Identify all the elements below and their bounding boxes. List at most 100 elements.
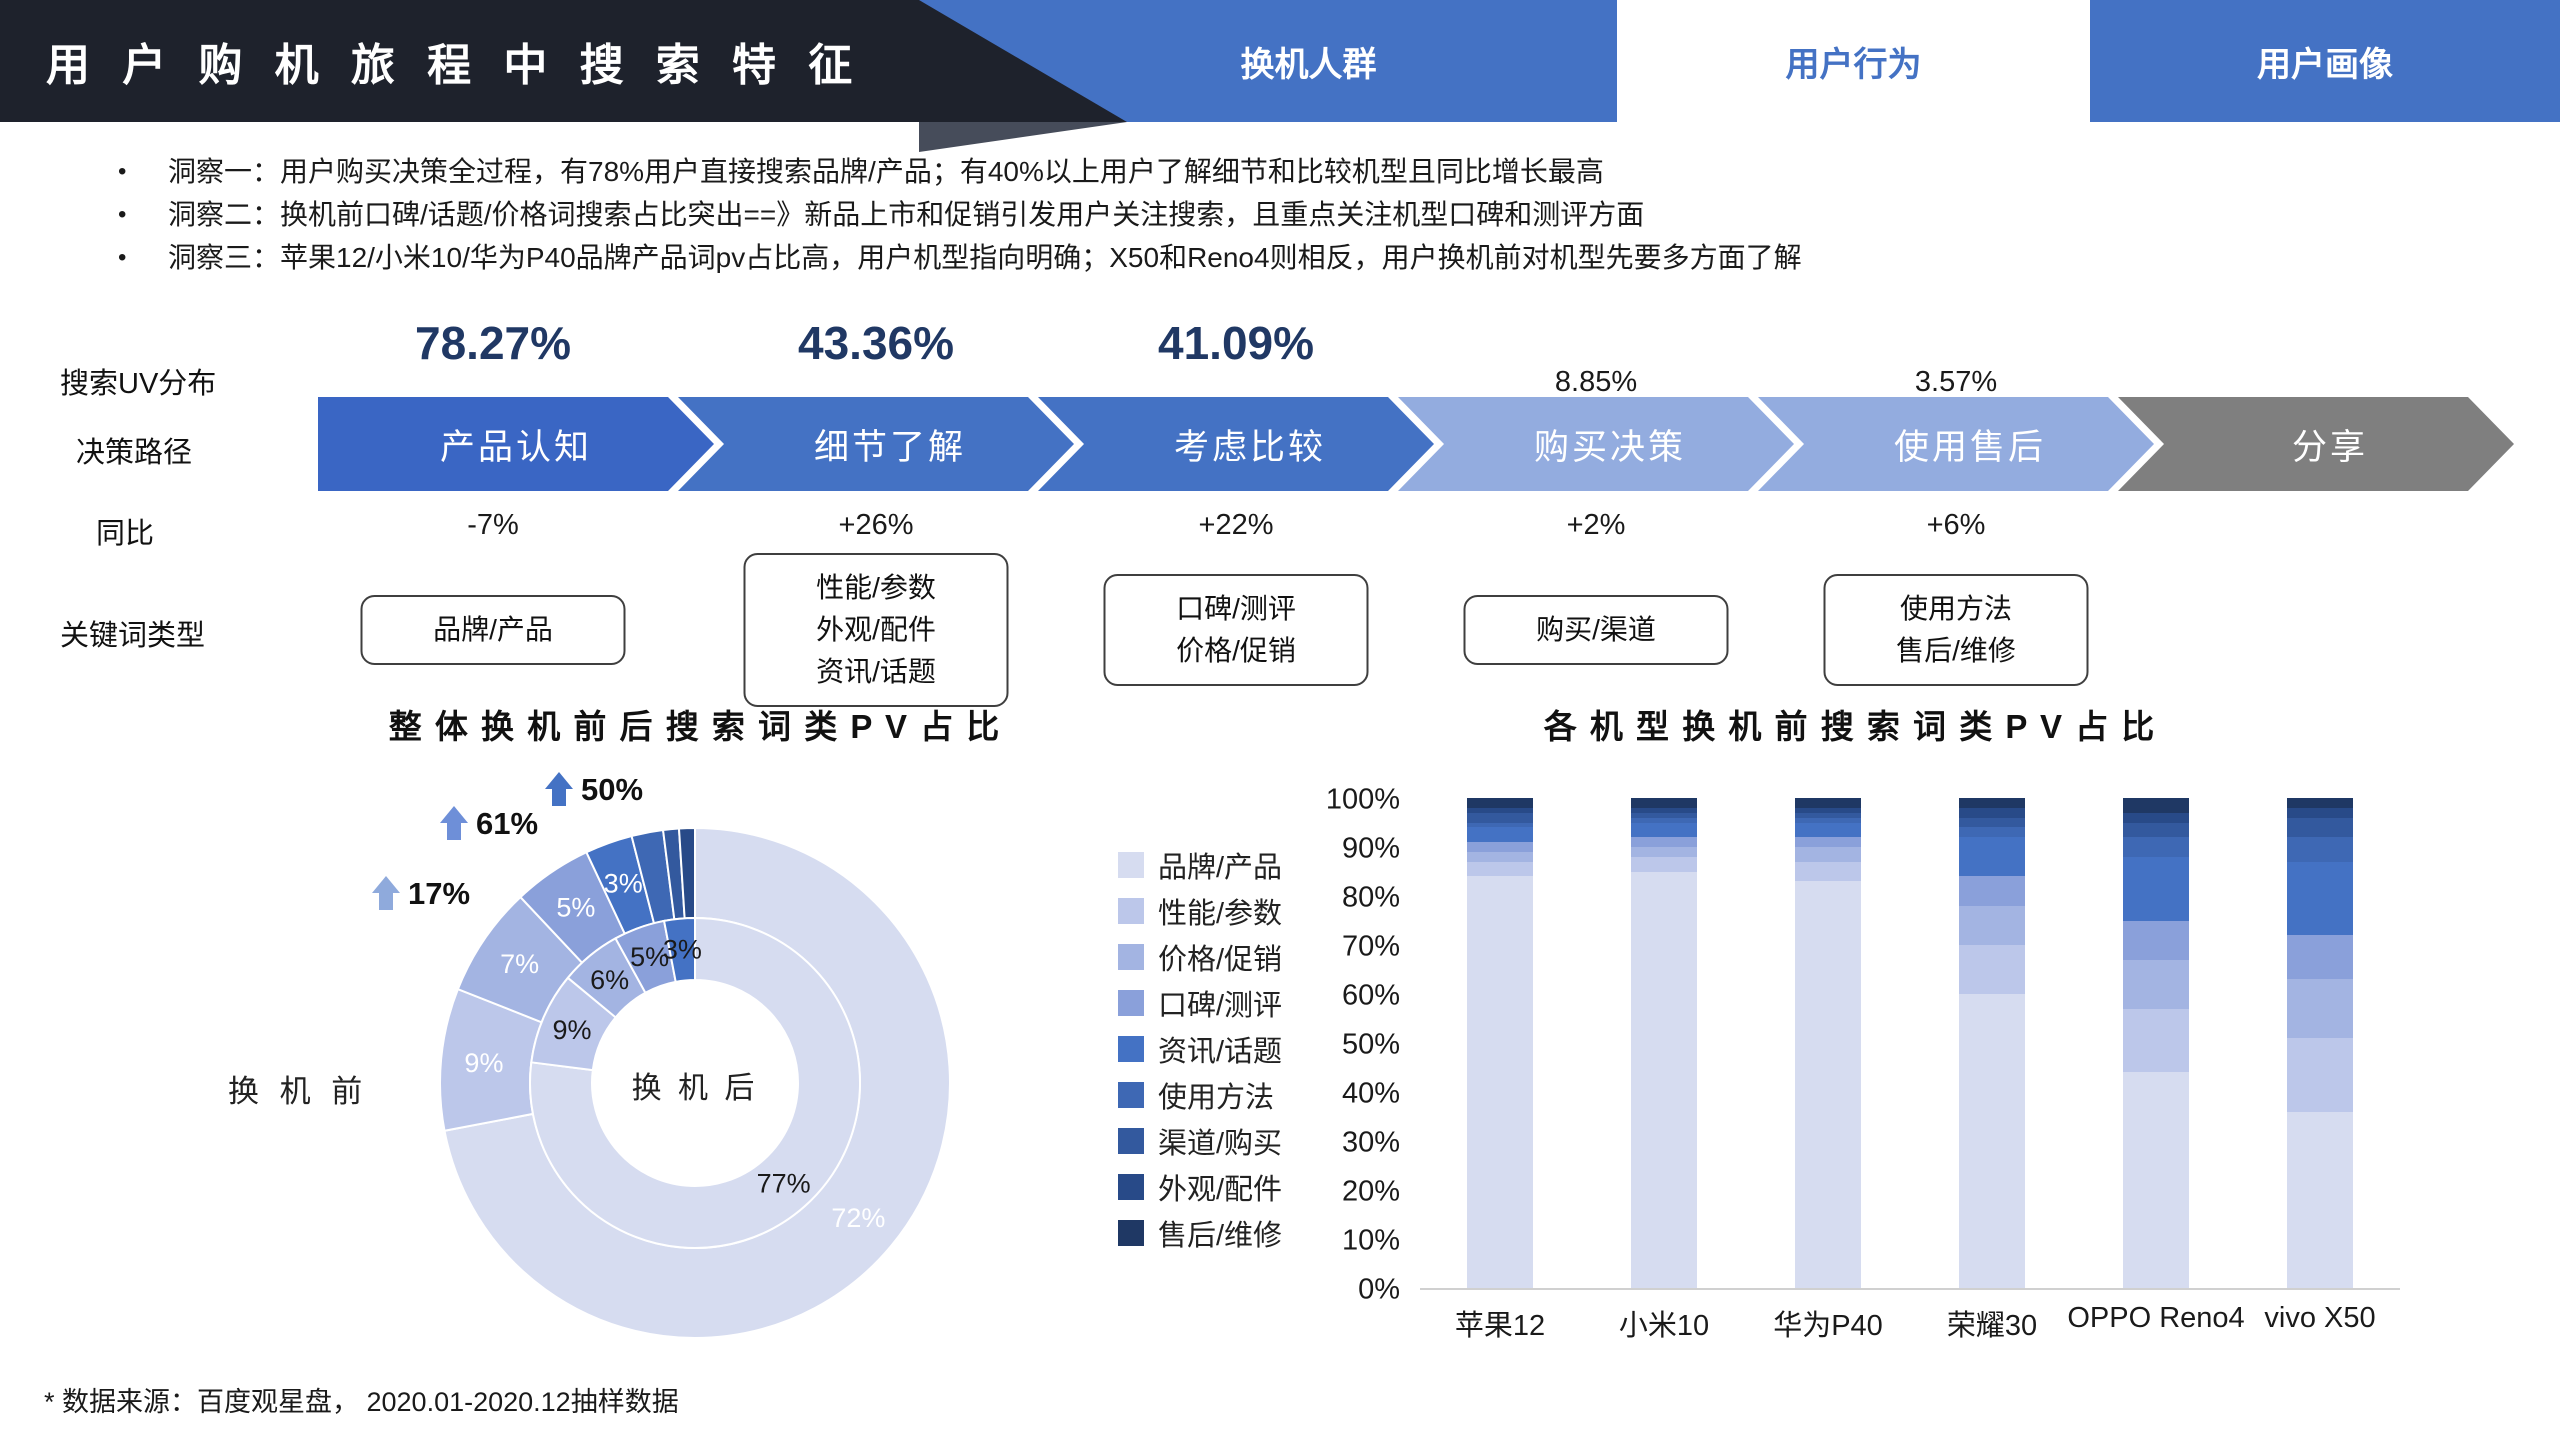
growth-value: 61%: [476, 806, 539, 841]
bar-segment: [1631, 847, 1697, 857]
bar-category-label: OPPO Reno4: [2067, 1302, 2245, 1334]
insight-text: 洞察二：换机前口碑/话题/价格词搜索占比突出==》新品上市和促销引发用户关注搜索…: [168, 199, 1645, 230]
legend-label: 品牌/产品: [1158, 852, 1283, 884]
legend-item-1: 品牌/产品: [1118, 842, 1282, 888]
legend-swatch-icon: [1118, 944, 1144, 970]
keyword-line: 价格/促销: [1176, 635, 1296, 666]
bar-segment: [1795, 817, 1861, 823]
bar-segment: [1959, 798, 2025, 808]
y-axis-tick: 50%: [1341, 1028, 1400, 1061]
yoy-value: +6%: [1926, 509, 1986, 541]
keyword-line: 性能/参数: [816, 572, 936, 603]
keyword-type-box: 口碑/测评 价格/促销: [1103, 574, 1369, 686]
insights-list: • 洞察一：用户购买决策全过程，有78%用户直接搜索品牌/产品；有40%以上用户了…: [118, 150, 1802, 279]
yoy-value: +2%: [1566, 509, 1626, 541]
bar-segment: [1959, 945, 2025, 994]
bar-segment: [1631, 798, 1697, 808]
data-source-note: * 数据来源：百度观星盘， 2020.01-2020.12抽样数据: [44, 1387, 679, 1417]
uv-share-value: 8.85%: [1554, 366, 1638, 398]
uv-share-value: 78.27%: [414, 317, 572, 369]
keyword-type-box: 使用方法 售后/维修: [1823, 574, 2089, 686]
legend-label: 售后/维修: [1158, 1220, 1283, 1252]
svg-text:3%: 3%: [604, 869, 643, 899]
y-axis-tick: 30%: [1341, 1126, 1400, 1159]
bar-segment: [2287, 935, 2353, 980]
header-fold-decoration: [919, 122, 1127, 152]
bar-segment: [2123, 822, 2189, 838]
growth-label: 50%: [545, 772, 643, 808]
bar-segment: [1631, 871, 1697, 1288]
journey-stage-5: 使用售后: [1758, 397, 2154, 491]
insight-item-2: • 洞察二：换机前口碑/话题/价格词搜索占比突出==》新品上市和促销引发用户关注搜…: [118, 193, 1802, 236]
insight-item-3: • 洞察三：苹果12/小米10/华为P40品牌产品词pv占比高，用户机型指向明确；…: [118, 236, 1802, 279]
growth-label: 17%: [372, 876, 470, 912]
legend-swatch-icon: [1118, 852, 1144, 878]
row-label-decision-path: 决策路径: [76, 437, 193, 469]
keyword-type-box: 性能/参数 外观/配件 资讯/话题: [743, 553, 1009, 707]
svg-text:9%: 9%: [553, 1015, 592, 1045]
uv-share-value: 43.36%: [797, 317, 955, 369]
up-arrow-icon: [372, 876, 400, 912]
bar-segment: [1959, 817, 2025, 828]
yoy-value: +22%: [1198, 509, 1274, 541]
tab-user-profile[interactable]: 用户画像: [2090, 0, 2560, 122]
bar-segment: [1795, 847, 1861, 862]
bar-segment: [1631, 837, 1697, 847]
bar-segment: [2287, 1111, 2353, 1288]
donut-center-label: 换 机 后: [631, 1072, 759, 1105]
legend-item-9: 售后/维修: [1118, 1210, 1282, 1256]
page-title: 用 户 购 机 旅 程 中 搜 索 特 征: [46, 41, 863, 90]
y-axis-tick: 70%: [1341, 930, 1400, 963]
y-axis-tick: 20%: [1341, 1175, 1400, 1208]
bullet-icon: •: [118, 158, 127, 185]
bar-category-label: vivo X50: [2264, 1302, 2376, 1334]
row-label-search-uv: 搜索UV分布: [60, 368, 217, 400]
bar-segment: [1795, 807, 1861, 813]
journey-stage-2: 细节了解: [678, 397, 1074, 491]
tab-user-behavior[interactable]: 用户行为: [1617, 0, 2090, 122]
keyword-line: 使用方法: [1899, 593, 2012, 624]
bar-chart-y-axis: 100% 90% 80% 70% 60% 50% 40% 30% 20% 10% 0%: [1270, 784, 1400, 1306]
legend-label: 使用方法: [1158, 1082, 1275, 1114]
legend-swatch-icon: [1118, 1036, 1144, 1062]
bar-segment: [1795, 812, 1861, 818]
bar-category-label: 小米10: [1618, 1310, 1710, 1342]
bar-segment: [1959, 905, 2025, 945]
donut-outer-ring-label: 换 机 前: [228, 1074, 369, 1109]
legend-label: 价格/促销: [1158, 944, 1283, 976]
legend-item-6: 使用方法: [1118, 1072, 1282, 1118]
bar-segment: [2287, 807, 2353, 818]
keyword-type-box: 购买/渠道: [1463, 595, 1729, 665]
bar-segment: [2287, 817, 2353, 838]
bar-segment: [1631, 856, 1697, 872]
header-bar: 用 户 购 机 旅 程 中 搜 索 特 征 换机人群 用户行为 用户画像: [0, 0, 2560, 122]
donut-chart: 72% 9% 7% 5% 3% 77% 9% 6% 5% 3%: [430, 818, 960, 1348]
bar-segment: [2123, 837, 2189, 857]
bar-segment: [1467, 822, 1533, 828]
legend-label: 外观/配件: [1158, 1174, 1283, 1206]
svg-text:5%: 5%: [556, 893, 595, 923]
tab-switch-population[interactable]: 换机人群: [919, 0, 1617, 122]
bar-segment: [1631, 817, 1697, 823]
bar-segment: [2123, 1008, 2189, 1073]
bar-category-label: 荣耀30: [1946, 1310, 2038, 1342]
y-axis-tick: 60%: [1341, 979, 1400, 1012]
journey-stage-6: 分享: [2118, 397, 2514, 491]
svg-text:3%: 3%: [663, 935, 702, 965]
row-label-yoy: 同比: [96, 518, 155, 550]
y-axis-tick: 0%: [1358, 1273, 1400, 1306]
bar-chart-title: 各 机 型 换 机 前 搜 索 词 类 P V 占 比: [1543, 708, 2157, 745]
legend-label: 口碑/测评: [1158, 990, 1283, 1022]
y-axis-tick: 100%: [1325, 783, 1400, 816]
svg-text:77%: 77%: [757, 1169, 811, 1199]
svg-text:6%: 6%: [590, 965, 629, 995]
keyword-line: 品牌/产品: [433, 614, 553, 645]
bar-segment: [1467, 851, 1533, 862]
svg-text:9%: 9%: [464, 1048, 503, 1078]
keyword-line: 购买/渠道: [1536, 614, 1656, 645]
bar-chart-legend: 品牌/产品 性能/参数 价格/促销 口碑/测评 资讯/话题 使用方法 渠道/购买 外观/配件售…: [1118, 842, 1282, 1256]
legend-item-5: 资讯/话题: [1118, 1026, 1282, 1072]
bar-chart-x-axis: 苹果12 小米10 华为P40 荣耀30 OPPO Reno4 vivo X50: [1420, 1302, 2400, 1342]
bar-segment: [2123, 856, 2189, 921]
